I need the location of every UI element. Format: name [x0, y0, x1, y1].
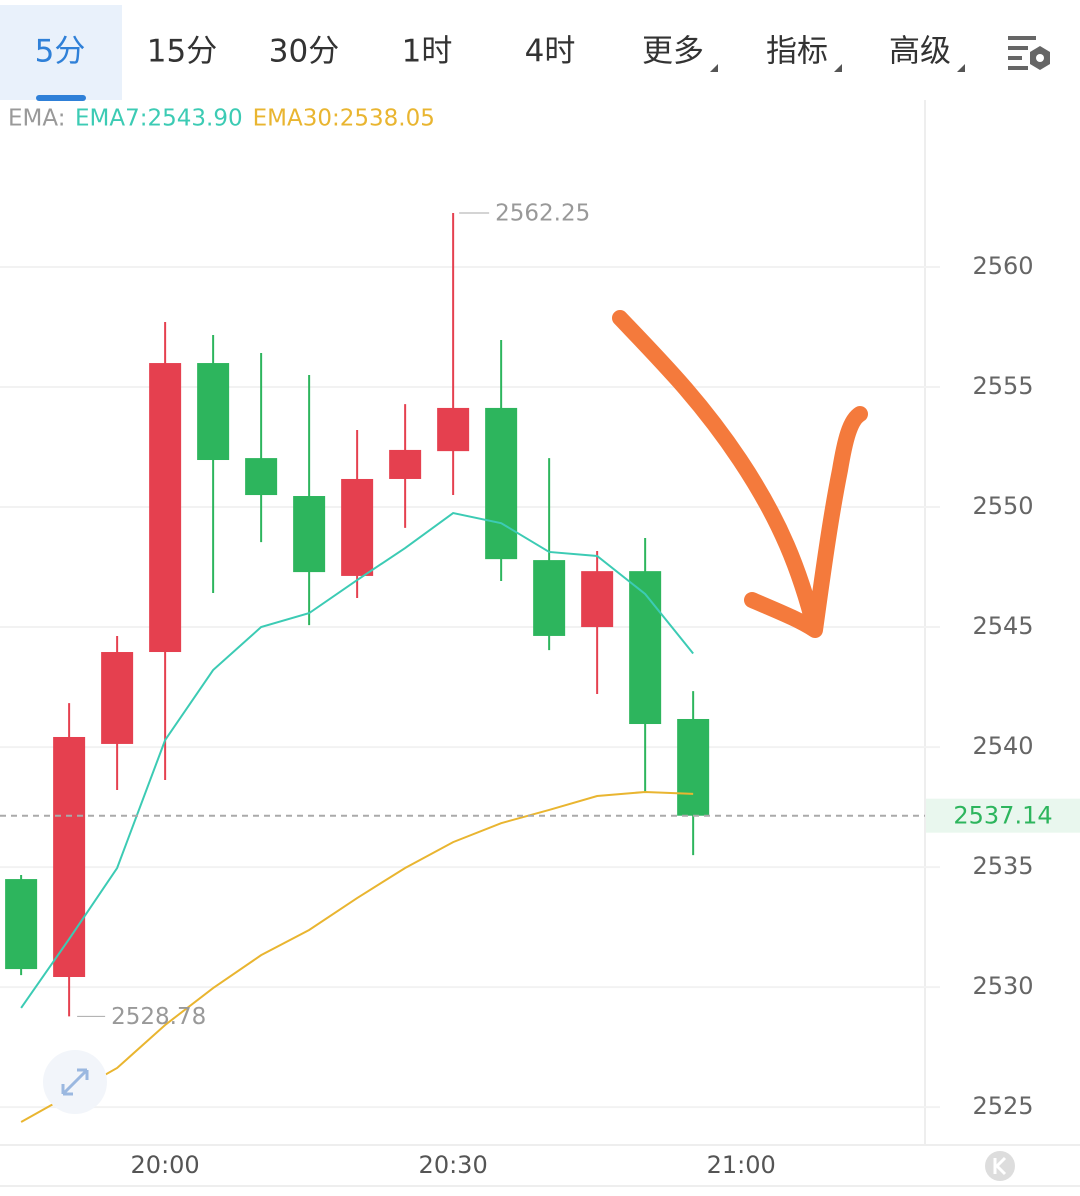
- y-tick-label: 2555: [972, 372, 1033, 400]
- dropdown-marker: [710, 64, 718, 72]
- y-tick-label: 2550: [972, 492, 1033, 520]
- tab[interactable]: 5分: [35, 34, 86, 70]
- tab[interactable]: 高级: [889, 34, 951, 70]
- indicator-label: EMA:: [8, 106, 65, 132]
- tab[interactable]: 4时: [525, 34, 576, 70]
- y-tick-label: 2545: [972, 612, 1033, 640]
- x-tick-label: 21:00: [707, 1151, 776, 1179]
- candle-body: [341, 478, 374, 576]
- last-price-bg: [926, 798, 1080, 833]
- tab[interactable]: 30分: [269, 34, 339, 70]
- tab-bar: 5分 15分 30分 1时 4时 更多 指标 高级: [35, 34, 965, 72]
- settings-icon[interactable]: [1008, 36, 1050, 70]
- scroll-end-icon: [993, 1156, 1007, 1176]
- y-tick-label: 2525: [972, 1092, 1033, 1120]
- candle-body: [5, 879, 38, 970]
- min-label: 2528.78: [111, 1004, 206, 1030]
- candle-body: [485, 407, 518, 560]
- candle-body: [677, 718, 710, 816]
- candle-body: [245, 458, 278, 496]
- candle-body: [53, 736, 86, 977]
- y-tick-label: 2540: [972, 732, 1033, 760]
- legend-entry: EMA7:2543.90: [75, 106, 243, 132]
- candle-body: [149, 363, 182, 653]
- tab[interactable]: 指标: [766, 34, 828, 70]
- candle-body: [389, 449, 422, 479]
- ema-line: [20, 790, 694, 1123]
- expand-icon: [61, 1068, 89, 1096]
- y-tick-label: 2560: [972, 252, 1033, 280]
- y-tick-label: 2530: [972, 972, 1033, 1000]
- dropdown-marker: [957, 64, 965, 72]
- candle-body: [629, 571, 662, 725]
- ema-line: [20, 511, 694, 1009]
- hand-drawn-arrow: [612, 310, 868, 638]
- candle-body: [293, 496, 326, 573]
- active-tab-underline: [36, 95, 86, 101]
- candle-body: [533, 560, 566, 636]
- max-label: 2562.25: [495, 201, 590, 227]
- candle-body: [581, 571, 614, 628]
- plot: [5, 213, 710, 1123]
- candle-body: [197, 363, 230, 461]
- scroll-end-button[interactable]: [985, 1151, 1015, 1181]
- tab[interactable]: 更多: [642, 34, 704, 70]
- tab[interactable]: 15分: [147, 34, 217, 70]
- x-tick-label: 20:30: [419, 1151, 488, 1179]
- y-tick-label: 2535: [972, 852, 1033, 880]
- legend-entry: EMA30:2538.05: [253, 106, 435, 132]
- active-tab-bg: [0, 5, 122, 100]
- candle-body: [437, 407, 470, 452]
- candle-body: [101, 652, 134, 744]
- x-tick-label: 20:00: [131, 1151, 200, 1179]
- tab[interactable]: 1时: [402, 34, 453, 70]
- last-price-label: 2537.14: [953, 802, 1052, 830]
- dropdown-marker: [834, 64, 842, 72]
